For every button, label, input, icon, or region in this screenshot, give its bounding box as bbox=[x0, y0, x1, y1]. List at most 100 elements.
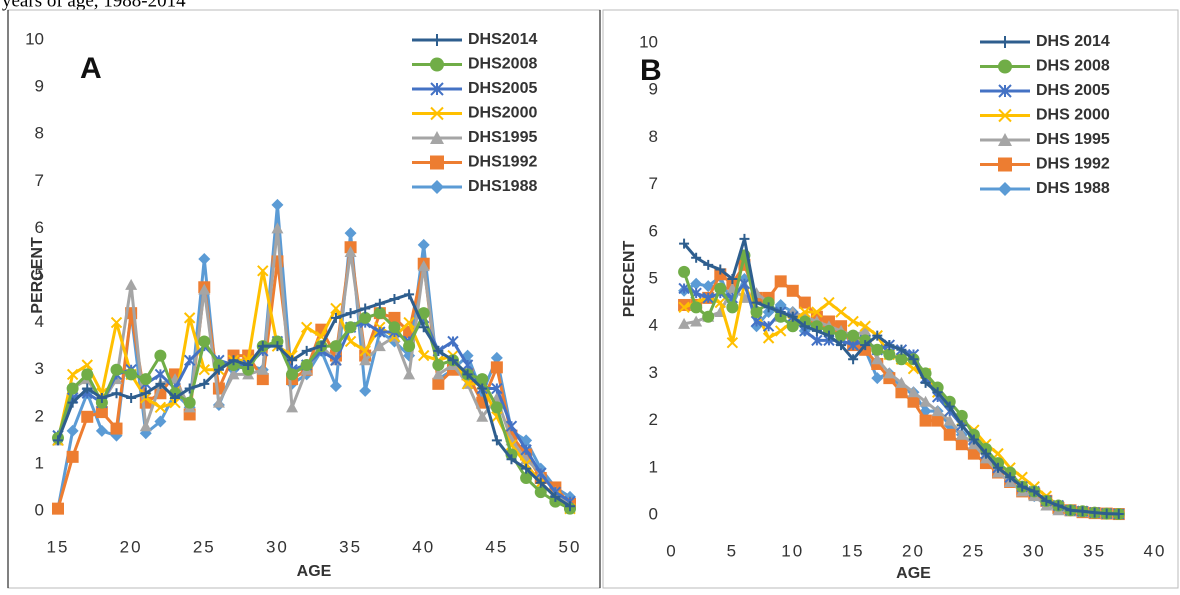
marker bbox=[763, 302, 774, 313]
marker bbox=[476, 373, 489, 386]
y-tick-label: 9 bbox=[649, 80, 658, 99]
y-tick-label: 1 bbox=[649, 457, 658, 476]
x-tick-label: 20 bbox=[902, 541, 925, 560]
marker bbox=[417, 260, 430, 272]
marker bbox=[184, 383, 195, 394]
x-tick-label: 35 bbox=[339, 537, 362, 556]
marker bbox=[967, 447, 980, 460]
marker bbox=[751, 297, 762, 308]
marker bbox=[943, 414, 956, 426]
marker bbox=[329, 340, 342, 353]
marker bbox=[257, 341, 268, 352]
marker bbox=[993, 462, 1004, 473]
marker bbox=[535, 477, 546, 488]
legend-label: DHS1988 bbox=[468, 178, 537, 195]
marker bbox=[895, 376, 908, 388]
marker bbox=[762, 320, 775, 332]
legend-label: DHS 1988 bbox=[1036, 180, 1110, 197]
marker bbox=[111, 388, 122, 399]
legend-label: DHS1992 bbox=[468, 154, 537, 171]
marker bbox=[330, 312, 341, 323]
marker bbox=[125, 307, 138, 320]
marker bbox=[432, 358, 445, 371]
y-tick-label: 10 bbox=[639, 32, 658, 51]
marker bbox=[1065, 505, 1076, 516]
marker bbox=[139, 420, 152, 432]
panel-label: A bbox=[80, 52, 102, 85]
marker bbox=[154, 349, 167, 362]
y-tick-label: 8 bbox=[35, 124, 44, 143]
marker bbox=[835, 306, 847, 318]
marker bbox=[316, 341, 327, 352]
marker bbox=[110, 422, 123, 435]
legend-label: DHS2005 bbox=[468, 80, 537, 97]
marker bbox=[183, 312, 196, 324]
x-tick-label: 40 bbox=[1144, 541, 1167, 560]
marker bbox=[714, 282, 727, 295]
marker bbox=[799, 306, 811, 318]
y-tick-label: 7 bbox=[35, 171, 44, 190]
marker bbox=[750, 306, 763, 319]
marker bbox=[330, 354, 342, 366]
marker bbox=[154, 368, 167, 381]
y-axis-label: PERCENT bbox=[621, 241, 638, 318]
marker bbox=[883, 367, 896, 379]
y-tick-label: 2 bbox=[35, 406, 44, 425]
marker bbox=[847, 315, 859, 328]
marker bbox=[154, 401, 167, 414]
marker bbox=[287, 355, 298, 366]
marker bbox=[329, 380, 342, 393]
marker bbox=[1077, 506, 1088, 517]
marker bbox=[272, 341, 283, 352]
marker bbox=[155, 378, 166, 389]
marker bbox=[811, 325, 822, 336]
marker bbox=[968, 434, 979, 445]
marker bbox=[66, 450, 79, 463]
marker bbox=[907, 386, 920, 398]
marker bbox=[418, 322, 429, 333]
marker bbox=[998, 182, 1012, 196]
marker bbox=[811, 306, 823, 318]
marker bbox=[1029, 486, 1040, 497]
marker bbox=[67, 397, 78, 408]
marker bbox=[490, 361, 503, 374]
y-axis-label: PERCENT bbox=[29, 237, 46, 314]
marker bbox=[956, 420, 967, 431]
legend-label: DHS2000 bbox=[468, 105, 537, 122]
panel-frame bbox=[7, 9, 601, 589]
x-tick-label: 50 bbox=[559, 537, 582, 556]
marker bbox=[505, 420, 518, 432]
marker bbox=[301, 345, 312, 356]
marker bbox=[774, 275, 787, 288]
marker bbox=[359, 354, 372, 366]
marker bbox=[462, 369, 473, 380]
marker bbox=[344, 321, 357, 334]
marker bbox=[183, 396, 196, 409]
marker bbox=[430, 155, 444, 170]
marker bbox=[679, 238, 690, 249]
marker bbox=[447, 355, 458, 366]
marker bbox=[895, 386, 908, 399]
marker bbox=[786, 320, 799, 333]
marker bbox=[359, 311, 372, 324]
x-tick-label: 25 bbox=[962, 541, 985, 560]
marker bbox=[271, 198, 284, 211]
marker bbox=[884, 340, 895, 351]
marker bbox=[1113, 509, 1124, 520]
marker bbox=[257, 265, 269, 277]
marker bbox=[388, 321, 401, 334]
marker bbox=[433, 345, 444, 356]
marker bbox=[461, 359, 474, 371]
marker bbox=[344, 227, 357, 240]
marker bbox=[944, 401, 955, 412]
marker bbox=[52, 502, 64, 515]
marker bbox=[774, 325, 787, 337]
y-tick-label: 8 bbox=[649, 127, 658, 146]
x-tick-label: 45 bbox=[485, 537, 508, 556]
marker bbox=[300, 321, 313, 334]
marker bbox=[690, 277, 703, 290]
marker bbox=[811, 334, 823, 347]
marker bbox=[550, 491, 561, 502]
marker bbox=[286, 401, 299, 413]
marker bbox=[678, 265, 691, 278]
